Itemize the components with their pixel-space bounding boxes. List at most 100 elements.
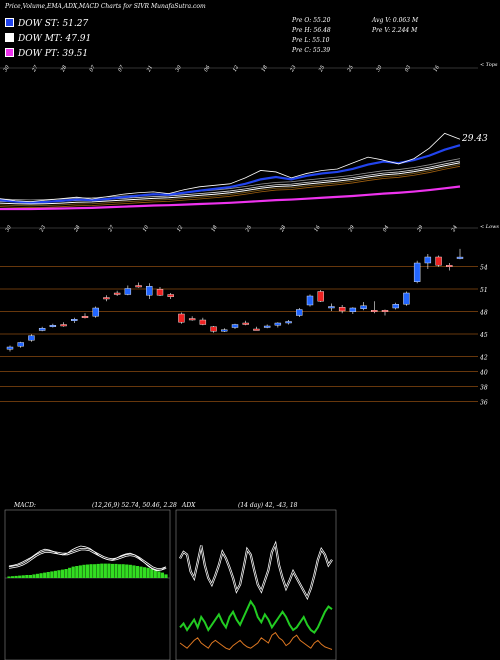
candle-body (60, 324, 67, 327)
candle-body (296, 309, 303, 316)
ema-price-line (0, 132, 461, 203)
bottom-date-label: 16 (313, 224, 322, 233)
candle-body (92, 307, 99, 317)
macd-histogram-bar (110, 563, 115, 578)
legend-dow-mt: DOW MT: 47.91 (5, 33, 91, 44)
top-date-label: 30 (3, 64, 12, 73)
quote-prev-volume: Pre V: 2.244 M (372, 27, 418, 34)
candle-body (135, 285, 142, 288)
macd-histogram-bar (150, 569, 154, 578)
macd-line (8, 545, 167, 572)
legend-label-pt: DOW PT: 39.51 (18, 49, 89, 59)
macd-histogram-bar (14, 575, 18, 578)
ema-value-label: 29.43 (462, 134, 488, 144)
candle-body (306, 295, 314, 306)
top-date-label: 16 (433, 64, 442, 73)
bottom-date-label: 12 (176, 224, 184, 233)
macd-histogram-bar (53, 570, 57, 578)
macd-histogram-bar (157, 571, 161, 578)
macd-histogram-bar (139, 566, 143, 578)
candle-body (253, 328, 260, 331)
candle-body (231, 324, 239, 328)
macd-histogram-bar (78, 565, 82, 578)
macd-histogram-bar (21, 575, 25, 578)
bottom-date-label: 27 (107, 224, 116, 234)
top-date-label: 07 (89, 64, 98, 73)
candle-body (446, 265, 453, 267)
candle-body (6, 346, 14, 350)
macd-histogram-bar (96, 563, 100, 578)
candle-body (328, 306, 335, 309)
macd-histogram-bar (142, 567, 147, 578)
macd-histogram-bar (114, 563, 118, 578)
macd-histogram-bar (89, 564, 93, 578)
bottom-date-label: 24 (450, 224, 459, 233)
candle-body (49, 325, 57, 327)
lows-label: < Lows (480, 224, 499, 230)
quote-avg-volume: Avg V: 0.063 M (372, 17, 419, 24)
macd-histogram-bar (39, 573, 43, 578)
macd-histogram-bar (32, 574, 36, 578)
quote-prev-high: Pre H: 56.48 (292, 27, 331, 34)
adx-series-line (179, 599, 333, 635)
legend-swatch-pt (5, 48, 14, 57)
macd-histogram-bar (28, 575, 33, 578)
candle-body (71, 319, 78, 321)
bottom-date-label: 18 (210, 224, 218, 233)
top-date-label: 30 (375, 64, 384, 73)
legend-dow-st: DOW ST: 51.27 (5, 18, 88, 29)
candle-body (81, 316, 89, 318)
top-date-label: 25 (317, 64, 326, 73)
macd-histogram-bar (64, 569, 68, 578)
candle-body (338, 307, 346, 312)
candle-body (38, 328, 46, 331)
candle-body (392, 304, 399, 309)
quote-prev-open: Pre O: 55.20 (292, 17, 331, 24)
bottom-date-label: 04 (382, 224, 390, 233)
chart-title: Price,Volume,EMA,ADX,MACD Charts for SIV… (5, 3, 206, 10)
ema-band-line (0, 158, 461, 201)
candle-body (167, 294, 174, 297)
macd-histogram-bar (164, 574, 168, 578)
adx-series-line (179, 631, 333, 651)
ema-series-line (0, 185, 461, 211)
macd-histogram-bar (43, 572, 47, 578)
candle-body (210, 326, 217, 332)
candle-body (285, 321, 292, 324)
top-date-label: 12 (232, 64, 240, 73)
macd-histogram-bar (100, 563, 104, 578)
legend-swatch-st (5, 18, 14, 27)
macd-histogram-bar (132, 565, 136, 578)
macd-histogram-bar (10, 576, 15, 578)
candle-body (424, 256, 432, 264)
legend-label-mt: DOW MT: 47.91 (18, 34, 92, 44)
bottom-date-label: 30 (5, 224, 14, 233)
legend-label-st: DOW ST: 51.27 (18, 19, 89, 29)
ema-band-line (0, 164, 461, 207)
macd-histogram-bar (71, 566, 75, 578)
top-date-label: 30 (175, 64, 184, 73)
candle-body (274, 322, 282, 326)
price-tick-label: 48 (479, 310, 488, 317)
macd-histogram-bar (50, 571, 54, 578)
candle-body (413, 262, 421, 282)
top-date-label: 07 (117, 64, 126, 73)
ema-series-line (0, 144, 461, 204)
macd-histogram-bar (25, 575, 29, 578)
macd-histogram-bar (68, 567, 72, 578)
adx-series-core (179, 543, 333, 599)
macd-histogram-bar (85, 564, 90, 578)
macd-label: MACD: (14, 502, 36, 509)
ema-series-line (0, 162, 461, 205)
adx-label: ADX (182, 502, 196, 509)
macd-histogram-bar (60, 569, 65, 578)
candle-body (371, 310, 378, 312)
candle-body (242, 322, 249, 325)
candle-body (381, 310, 389, 312)
macd-histogram-bar (107, 563, 111, 578)
price-tick-label: 38 (480, 385, 488, 392)
top-date-label: 27 (31, 64, 40, 74)
macd-histogram-bar (57, 570, 61, 578)
macd-histogram-bar (35, 573, 40, 578)
